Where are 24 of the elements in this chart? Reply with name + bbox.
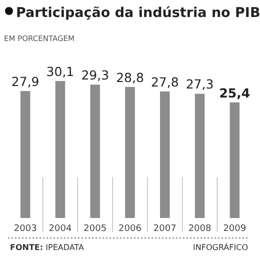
- x-tick-label: 2007: [153, 224, 176, 234]
- data-label: 27,8: [150, 74, 179, 90]
- x-tick-label: 2008: [188, 224, 212, 234]
- bar: [160, 91, 170, 218]
- data-label: 27,9: [11, 74, 40, 90]
- x-tick-label: 2005: [84, 224, 107, 234]
- bar: [20, 91, 30, 218]
- x-tick-label: 2004: [48, 224, 72, 234]
- data-label: 28,8: [116, 70, 144, 85]
- bar: [194, 94, 205, 218]
- bar: [55, 81, 66, 218]
- bar: [230, 102, 240, 218]
- data-label: 25,4: [219, 85, 250, 100]
- x-tick-label: 2003: [14, 224, 37, 234]
- source-note: FONTE: IPEADATA: [10, 243, 84, 252]
- bar: [90, 84, 100, 218]
- bar: [125, 86, 135, 218]
- data-label: 27,3: [186, 76, 214, 92]
- data-label: 29,3: [81, 68, 110, 83]
- data-label: 30,1: [46, 64, 74, 79]
- chart-title: Participação da indústria no PIB: [16, 5, 260, 21]
- text: INFOGRÁFICO: [193, 242, 248, 252]
- x-tick-label: 2006: [118, 224, 142, 234]
- x-tick-label: 2009: [223, 224, 246, 234]
